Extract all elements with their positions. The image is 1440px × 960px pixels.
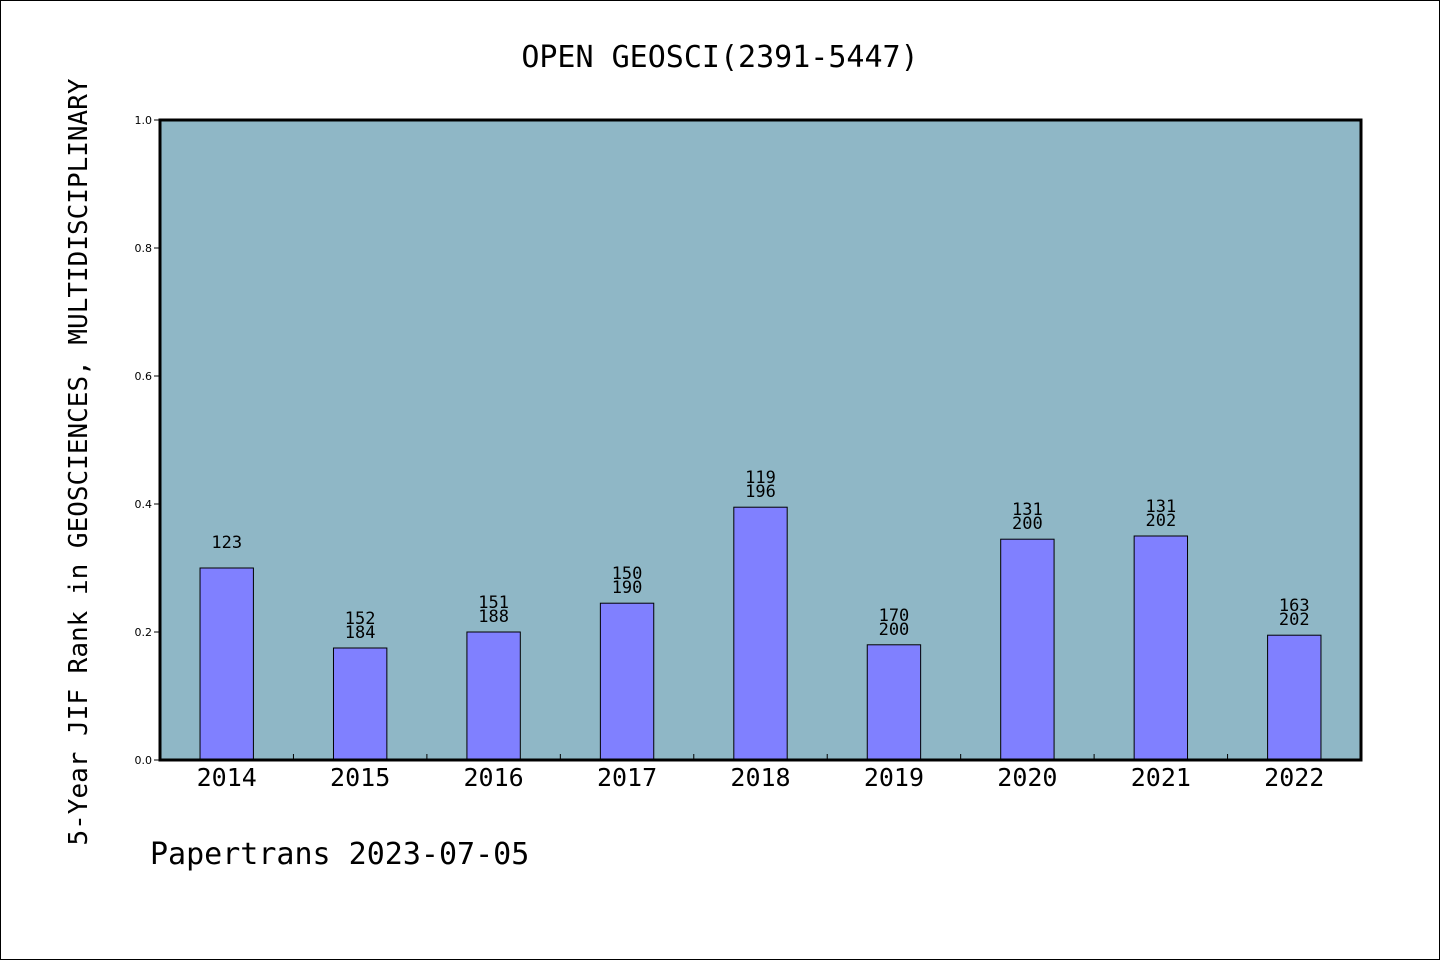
y-tick-label: 0.2 (135, 626, 153, 639)
y-axis-label: 5-Year JIF Rank in GEOSCIENCES, MULTIDIS… (64, 78, 94, 845)
bar-label-total: 200 (1012, 514, 1043, 534)
bar-label-rank: 163 (1279, 596, 1310, 616)
bar-2019 (866, 644, 922, 761)
bar-label-total: 184 (345, 623, 376, 643)
y-tick-label: 0.8 (135, 242, 153, 255)
plot-border (158, 118, 1363, 762)
x-axis: 2014 2015 2016 2017 2018 2019 2020 2021 2022 (197, 754, 1324, 792)
bar-label-total: 200 (879, 620, 910, 640)
bar-2021 (1133, 535, 1189, 761)
bar-2015 (332, 647, 388, 761)
x-tick-label: 2015 (330, 763, 390, 792)
y-tick-label: 1.0 (135, 114, 153, 127)
bars-group: 1231521841511881501901191961702001312001… (199, 468, 1322, 761)
bar-2014 (199, 567, 254, 761)
y-axis: 0.0 0.2 0.4 0.6 0.8 1.0 (135, 114, 160, 767)
x-tick-label: 2020 (997, 763, 1057, 792)
bar-2017 (599, 602, 655, 761)
bar-label-rank: 131 (1012, 500, 1043, 520)
bar-label-total: 190 (612, 578, 643, 598)
chart-title: OPEN GEOSCI(2391-5447) (521, 40, 918, 75)
bar-label-rank: 119 (745, 468, 776, 488)
bar-2016 (466, 631, 521, 761)
x-tick-label: 2022 (1264, 763, 1324, 792)
bar-2022 (1267, 634, 1322, 761)
x-tick-label: 2014 (197, 763, 257, 792)
bar-label-rank: 150 (612, 564, 643, 584)
y-tick-label: 0.4 (135, 498, 153, 511)
x-tick-label: 2017 (597, 763, 657, 792)
bar-label-total: 202 (1279, 610, 1310, 630)
bar-label-total: 196 (745, 482, 776, 502)
x-tick-label: 2021 (1131, 763, 1191, 792)
x-tick-label: 2018 (730, 763, 790, 792)
bar-label-rank: 170 (879, 606, 910, 626)
watermark-text: Papertrans 2023-07-05 (150, 837, 529, 872)
bar-label-total: 188 (478, 607, 509, 627)
y-tick-label: 0.6 (135, 370, 153, 383)
bar-label-total: 202 (1145, 511, 1176, 531)
bar-label-rank: 131 (1145, 497, 1176, 517)
y-tick-label: 0.0 (135, 754, 153, 767)
bar-label-rank: 151 (478, 593, 509, 613)
bar-2020 (1000, 538, 1055, 761)
x-tick-label: 2019 (864, 763, 924, 792)
x-tick-label: 2016 (464, 763, 524, 792)
bar-label-rank: 152 (345, 609, 376, 629)
bar-2018 (733, 506, 788, 761)
bar-label-rank: 123 (211, 533, 242, 553)
